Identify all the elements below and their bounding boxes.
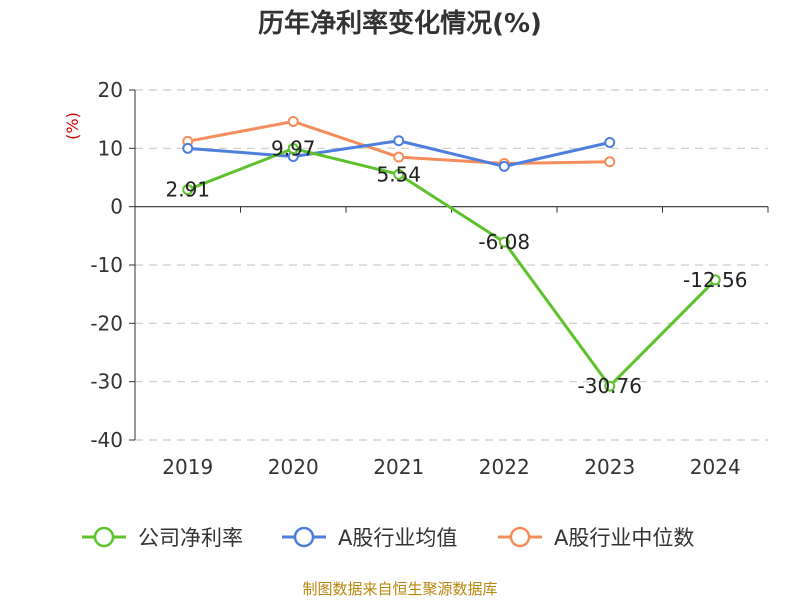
x-tick-label: 2021 — [373, 455, 424, 479]
data-point — [393, 168, 405, 180]
y-tick-label: -40 — [90, 428, 123, 452]
data-label: 5.54 — [376, 162, 421, 186]
series-group — [182, 116, 721, 392]
y-tick-label: -10 — [90, 253, 123, 277]
legend-swatch-marker — [93, 526, 115, 548]
y-tick-label: 20 — [98, 78, 123, 102]
data-point — [498, 160, 510, 172]
data-point — [182, 142, 194, 154]
legend-swatch-marker — [293, 526, 315, 548]
y-tick-label: 10 — [98, 136, 123, 160]
data-label: -12.56 — [683, 268, 747, 292]
chart-title: 历年净利率变化情况(%) — [258, 8, 542, 39]
y-tick-label: -20 — [90, 311, 123, 335]
y-tick-label: -30 — [90, 370, 123, 394]
x-tick-label: 2020 — [268, 455, 319, 479]
legend-label: 公司净利率 — [138, 526, 243, 550]
source-note: 制图数据来自恒生聚源数据库 — [302, 580, 497, 598]
data-point — [604, 380, 616, 392]
data-labels: 2.91 9.97 5.54 -6.08 -30.76 -12.56 — [165, 137, 747, 399]
y-tick-label: 0 — [110, 195, 123, 219]
data-point — [498, 236, 510, 248]
y-axis-unit: (%) — [63, 112, 82, 140]
grid-lines — [135, 89, 768, 441]
series-line-0 — [187, 147, 717, 388]
data-point — [604, 137, 616, 148]
x-tick-label: 2024 — [690, 455, 741, 479]
x-tick-label: 2023 — [584, 455, 635, 479]
legend-label: A股行业中位数 — [554, 526, 694, 550]
data-point — [287, 116, 299, 127]
data-point — [709, 274, 721, 286]
data-point — [182, 184, 194, 196]
data-point — [393, 135, 405, 147]
x-tick-label: 2022 — [479, 455, 530, 479]
data-point — [604, 156, 616, 168]
legend-label: A股行业均值 — [338, 526, 457, 550]
legend: 公司净利率 A股行业均值 A股行业中位数 — [82, 526, 694, 550]
data-point — [393, 151, 405, 163]
legend-swatch-marker — [509, 526, 531, 548]
axes: 20 10 0 -10 -20 -30 -40 2019 2020 2021 2022 2023 202… — [90, 78, 769, 479]
x-tick-label: 2019 — [162, 455, 213, 479]
data-label: -30.76 — [578, 374, 642, 398]
data-label: 2.91 — [165, 178, 210, 202]
data-label: -6.08 — [478, 230, 530, 254]
data-label: 9.97 — [271, 137, 316, 161]
data-point — [287, 143, 299, 155]
